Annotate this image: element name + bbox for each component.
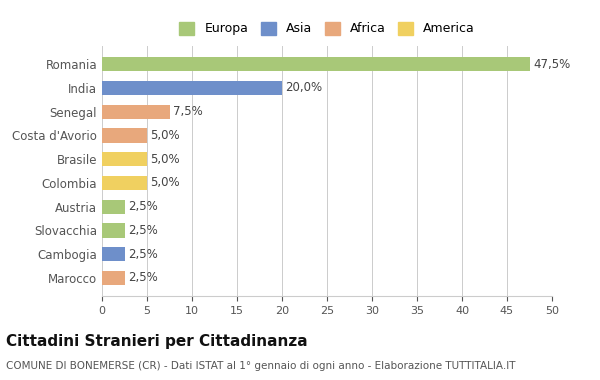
Bar <box>102 271 125 285</box>
Bar <box>102 128 147 142</box>
Text: 2,5%: 2,5% <box>128 248 158 261</box>
Bar <box>102 105 170 119</box>
Text: Cittadini Stranieri per Cittadinanza: Cittadini Stranieri per Cittadinanza <box>6 334 308 349</box>
Legend: Europa, Asia, Africa, America: Europa, Asia, Africa, America <box>177 19 477 38</box>
Text: COMUNE DI BONEMERSE (CR) - Dati ISTAT al 1° gennaio di ogni anno - Elaborazione : COMUNE DI BONEMERSE (CR) - Dati ISTAT al… <box>6 361 515 371</box>
Text: 2,5%: 2,5% <box>128 224 158 237</box>
Text: 5,0%: 5,0% <box>151 153 180 166</box>
Text: 2,5%: 2,5% <box>128 271 158 284</box>
Bar <box>102 223 125 238</box>
Bar <box>102 200 125 214</box>
Text: 20,0%: 20,0% <box>286 81 323 94</box>
Text: 5,0%: 5,0% <box>151 176 180 189</box>
Text: 2,5%: 2,5% <box>128 200 158 213</box>
Bar <box>102 176 147 190</box>
Bar <box>102 247 125 261</box>
Text: 7,5%: 7,5% <box>173 105 203 118</box>
Bar <box>102 81 282 95</box>
Text: 5,0%: 5,0% <box>151 129 180 142</box>
Text: 47,5%: 47,5% <box>533 58 571 71</box>
Bar <box>102 57 530 71</box>
Bar <box>102 152 147 166</box>
